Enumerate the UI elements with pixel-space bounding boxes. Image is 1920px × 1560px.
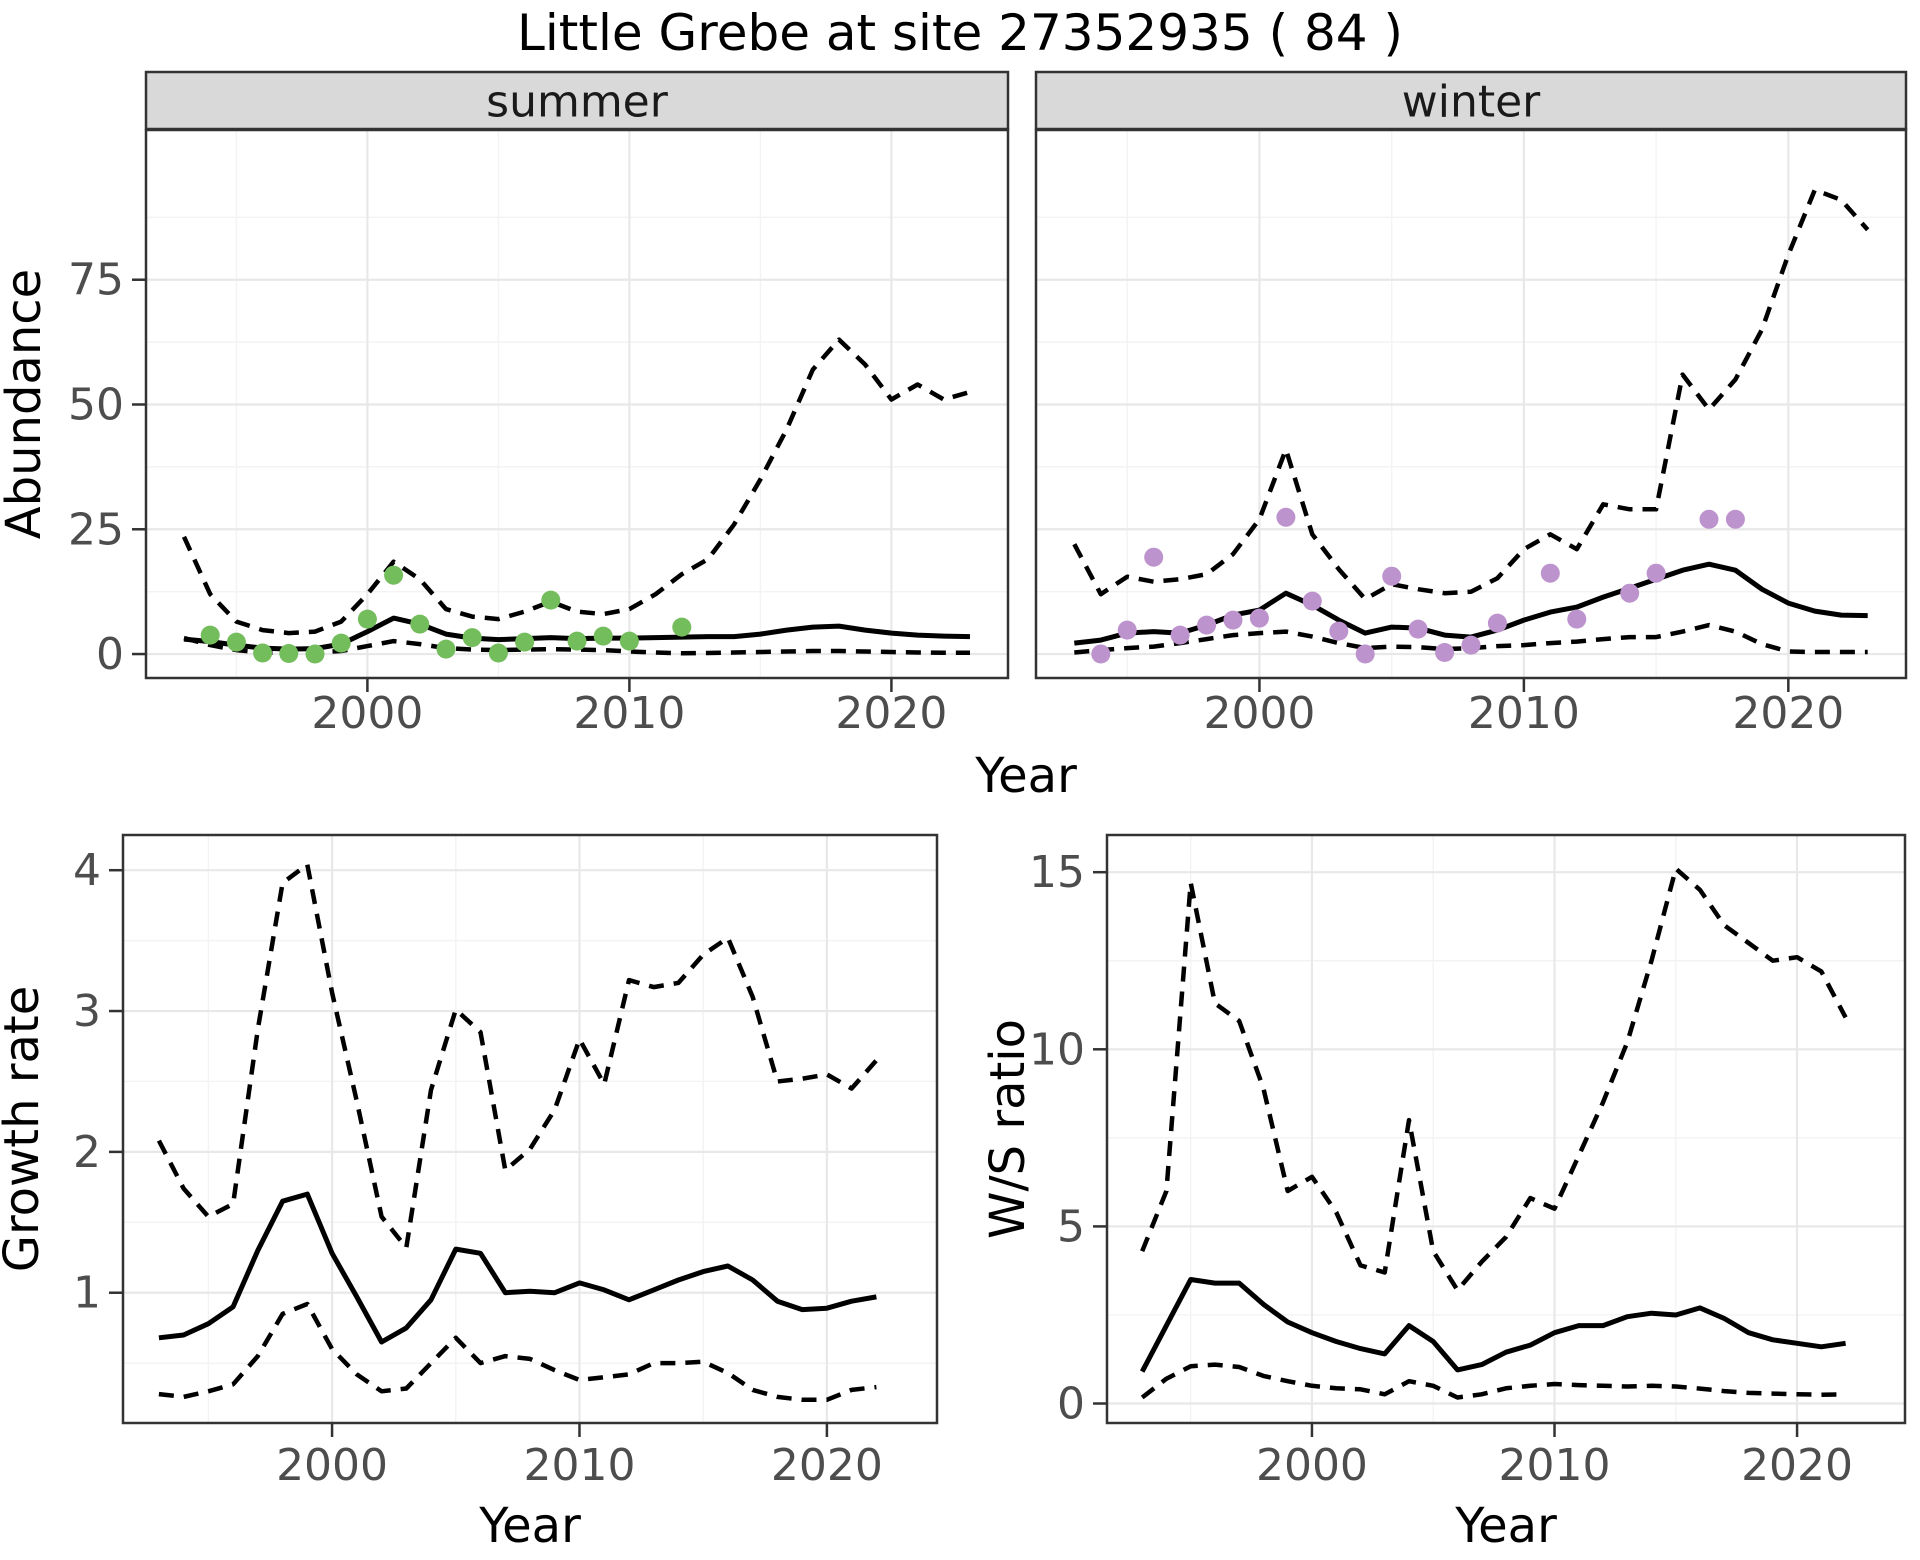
y-tick-label: 50 [68, 379, 124, 430]
data-point [1355, 644, 1375, 664]
data-point [1117, 620, 1137, 640]
data-point [1725, 509, 1745, 529]
y-tick-label: 4 [73, 845, 101, 896]
data-point [1461, 635, 1481, 655]
page-title: Little Grebe at site 27352935 ( 84 ) [516, 4, 1403, 62]
fitted-line [158, 1191, 877, 1345]
data-point [1091, 644, 1111, 664]
y-tick-label: 0 [96, 629, 124, 680]
panel-border [1105, 833, 1907, 1425]
data-point [1620, 583, 1640, 603]
data-point [593, 626, 613, 646]
data-point [462, 628, 482, 648]
data-point [541, 590, 561, 610]
x-axis-title-bottom-left: Year [478, 1498, 581, 1554]
data-point [1408, 619, 1428, 639]
y-axis-title-ws-ratio: W/S ratio [980, 1019, 1036, 1239]
y-axis-title-growth-rate: Growth rate [0, 986, 50, 1273]
data-point [1197, 615, 1217, 635]
panel-border [121, 833, 939, 1425]
ci-lower-line [158, 1301, 877, 1403]
data-point [488, 643, 508, 663]
data-point [1302, 591, 1322, 611]
data-point [279, 644, 299, 663]
panel-ws-ratio: 2000 2010 2020 0 5 10 15 [1029, 833, 1907, 1491]
data-point [1487, 613, 1507, 633]
x-tick-label: 2020 [1741, 1440, 1853, 1491]
data-point [357, 609, 377, 629]
y-tick-label: 5 [1057, 1201, 1085, 1252]
panel-growth-rate: 2000 2010 2020 1 2 3 4 [73, 833, 939, 1491]
panel-background [123, 835, 937, 1423]
x-tick-label: 2020 [1732, 688, 1844, 739]
data-point [1144, 547, 1164, 567]
x-axis-title-bottom-right: Year [1454, 1498, 1557, 1554]
facet-strip-winter [1034, 70, 1908, 131]
panel-abundance-summer: summer 2000 2010 2020 0 25 50 75 [68, 70, 1010, 739]
x-tick-label: 2000 [1256, 1440, 1368, 1491]
data-point [1382, 566, 1402, 586]
data-point [1170, 625, 1190, 645]
facet-strip-summer [144, 70, 1010, 131]
fitted-line [1139, 1277, 1846, 1373]
data-point [1329, 621, 1349, 641]
panel-abundance-winter: winter 2000 2010 2020 [1034, 70, 1908, 739]
data-point [226, 632, 246, 652]
y-tick-label: 75 [68, 255, 124, 306]
data-point [410, 614, 430, 634]
x-tick-label: 2020 [771, 1440, 883, 1491]
x-tick-label: 2000 [1203, 688, 1315, 739]
data-point [253, 643, 273, 663]
data-point [331, 633, 351, 653]
x-tick-label: 2010 [523, 1440, 635, 1491]
data-point [1646, 563, 1666, 583]
ci-upper-line [1140, 866, 1848, 1293]
data-point [200, 625, 220, 645]
ci-upper-line [156, 862, 879, 1250]
y-tick-label: 15 [1029, 847, 1085, 898]
data-point [1276, 507, 1296, 527]
data-point [1540, 563, 1560, 583]
data-point [1699, 509, 1719, 529]
data-point [1435, 643, 1455, 662]
x-tick-label: 2020 [835, 688, 947, 739]
data-point [1249, 608, 1269, 628]
data-point [515, 632, 535, 652]
data-point [305, 644, 325, 664]
data-point [619, 631, 639, 651]
y-tick-label: 25 [68, 504, 124, 555]
x-axis-title-top: Year [974, 748, 1077, 804]
ci-lower-line [1074, 622, 1868, 655]
data-point [672, 617, 692, 637]
data-point [436, 639, 456, 659]
y-tick-label: 2 [73, 1127, 101, 1178]
x-tick-label: 2000 [276, 1440, 388, 1491]
data-point [1223, 610, 1243, 630]
data-point [1567, 609, 1587, 629]
facet-strip-label: winter [1402, 77, 1541, 128]
x-tick-label: 2010 [1499, 1440, 1611, 1491]
y-tick-label: 0 [1057, 1379, 1085, 1430]
facet-strip-label: summer [486, 77, 669, 128]
y-tick-label: 1 [73, 1268, 101, 1319]
panel-background [1107, 835, 1905, 1423]
ci-upper-line [1072, 187, 1870, 602]
ci-upper-line [181, 337, 971, 636]
y-tick-label: 3 [73, 986, 101, 1037]
data-point [567, 631, 587, 651]
y-tick-label: 10 [1029, 1024, 1085, 1075]
x-tick-label: 2000 [311, 688, 423, 739]
x-tick-label: 2010 [1468, 688, 1580, 739]
x-tick-label: 2010 [573, 688, 685, 739]
data-point [384, 565, 404, 585]
ci-lower-line [1140, 1362, 1846, 1400]
y-axis-title-abundance: Abundance [0, 269, 52, 539]
